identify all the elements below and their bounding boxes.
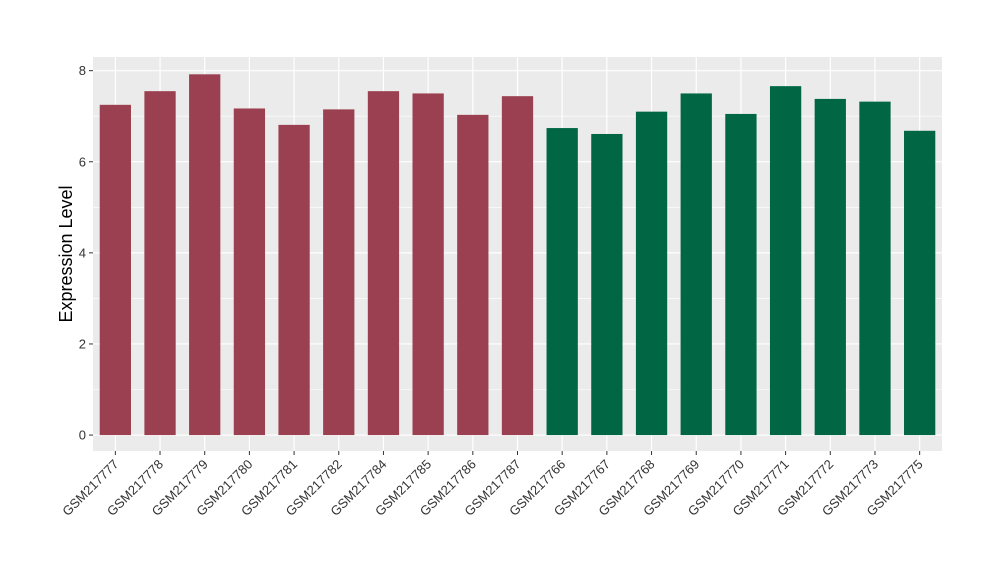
bar-GSM217780: [233, 108, 266, 436]
y-axis-title: Expression Level: [56, 185, 76, 322]
y-tick-label: 4: [79, 245, 86, 260]
bar-GSM217786: [457, 114, 489, 436]
bar-GSM217784: [367, 91, 400, 436]
bar-GSM217766: [546, 128, 578, 436]
bar-GSM217772: [814, 98, 846, 436]
bar-GSM217782: [323, 109, 355, 436]
bar-GSM217781: [278, 124, 310, 436]
bar-GSM217770: [725, 113, 757, 436]
bar-GSM217777: [99, 104, 131, 436]
bar-GSM217768: [635, 111, 668, 436]
bars: [99, 74, 936, 436]
x-axis: GSM217777GSM217778GSM217779GSM217780GSM2…: [59, 451, 926, 519]
bar-GSM217785: [412, 93, 444, 436]
bar-GSM217779: [189, 74, 221, 436]
y-tick-label: 0: [79, 428, 86, 443]
bar-GSM217787: [501, 96, 534, 436]
y-tick-label: 6: [79, 154, 86, 169]
bar-GSM217778: [144, 91, 176, 436]
y-tick-label: 8: [79, 63, 86, 78]
y-axis: 0 2 4 6 8: [79, 63, 93, 443]
bar-GSM217775: [904, 130, 936, 436]
bar-GSM217769: [680, 93, 712, 436]
y-tick-label: 2: [79, 336, 86, 351]
bar-GSM217771: [769, 86, 802, 436]
bar-GSM217773: [859, 101, 891, 436]
bar-GSM217767: [591, 133, 623, 436]
